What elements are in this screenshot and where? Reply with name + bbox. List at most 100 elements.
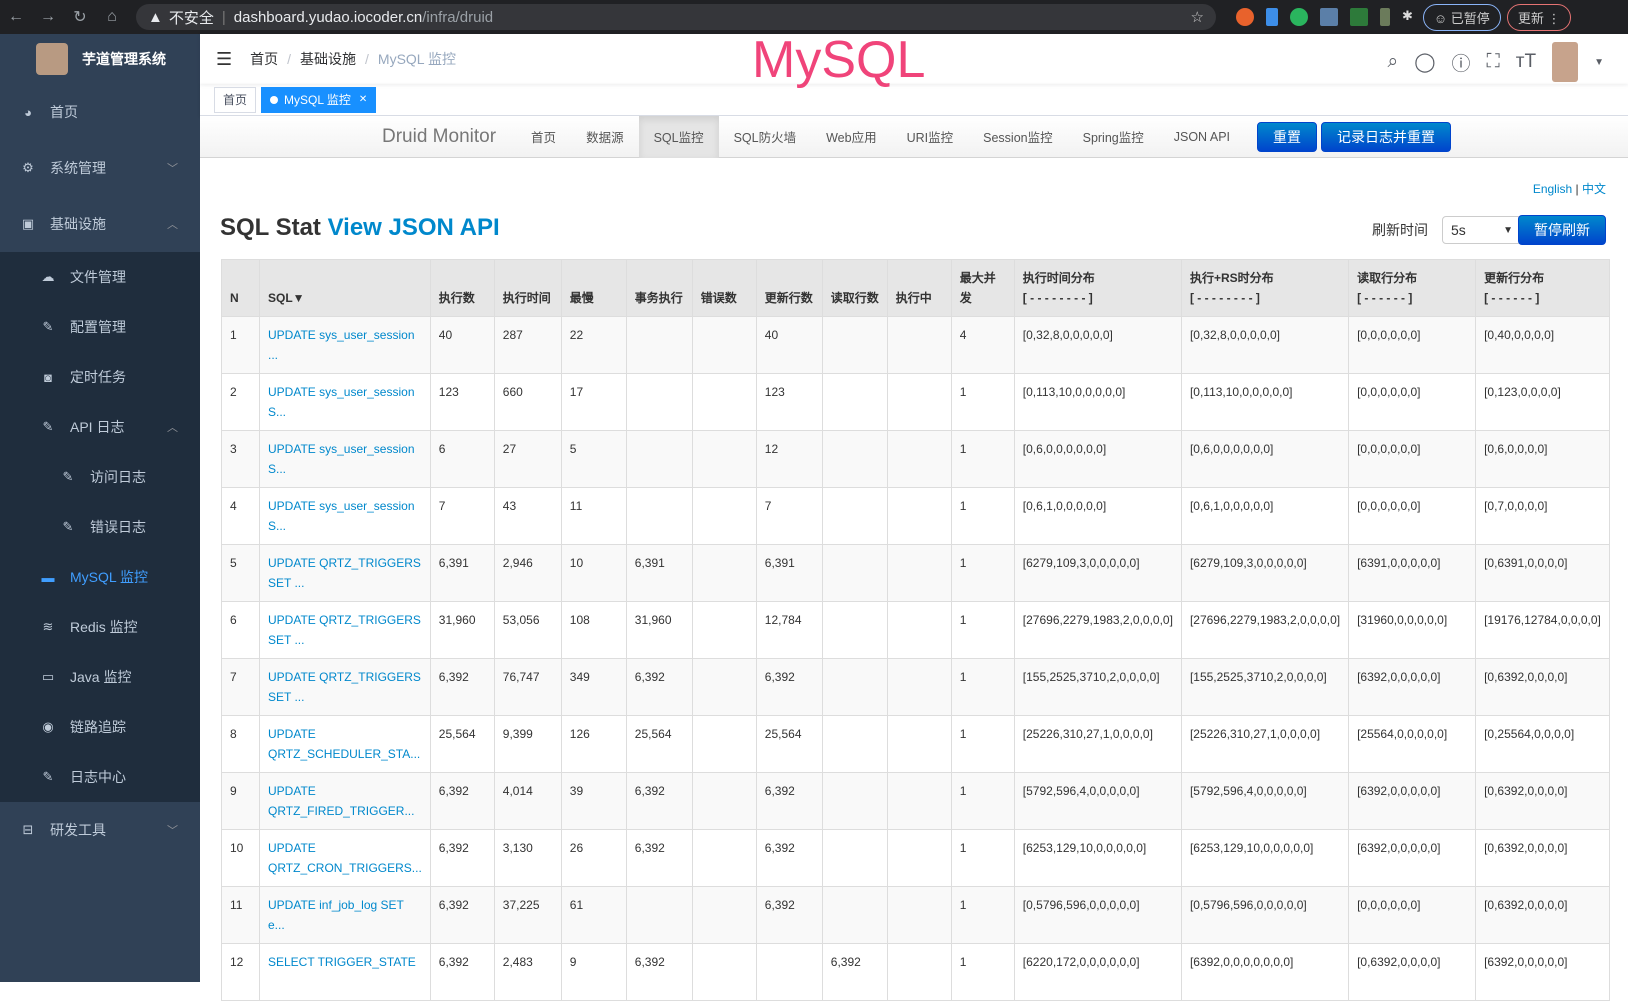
table-cell	[691, 487, 757, 545]
sidebar-item-trace[interactable]: ◉ 链路追踪	[0, 702, 200, 752]
sql-link[interactable]: UPDATE QRTZ_TRIGGERS SET ...	[268, 556, 421, 590]
extension-icon[interactable]	[1266, 8, 1278, 26]
sql-link[interactable]: SELECT TRIGGER_STATE	[268, 955, 416, 969]
sql-link[interactable]: UPDATE QRTZ_CRON_TRIGGERS...	[268, 841, 422, 875]
sidebar-item-label: 配置管理	[70, 319, 126, 335]
sidebar-item-api-log[interactable]: ✎ API 日志 ︿	[0, 402, 200, 452]
sidebar-item-error-log[interactable]: ✎ 错误日志	[0, 502, 200, 552]
column-header: 执行数	[429, 259, 495, 317]
bookmark-star-icon[interactable]: ☆	[1190, 9, 1204, 26]
table-cell: [6279,109,3,0,0,0,0,0]	[1013, 544, 1182, 602]
sidebar-item-mysql[interactable]: ▬ MySQL 监控	[0, 552, 200, 602]
close-icon[interactable]: ✕	[358, 94, 368, 105]
cell-value: 1	[959, 955, 967, 969]
sidebar-item-access-log[interactable]: ✎ 访问日志	[0, 452, 200, 502]
sidebar-logo[interactable]: 芋道管理系统	[0, 34, 200, 84]
hamburger-icon[interactable]: ☰	[216, 48, 233, 69]
table-cell: [0,5796,596,0,0,0,0,0]	[1180, 886, 1349, 944]
extension-icon[interactable]	[1380, 8, 1390, 26]
sql-link[interactable]: UPDATE inf_job_log SET e...	[268, 898, 404, 932]
sidebar-item-system[interactable]: ⚙ 系统管理 ﹀	[0, 140, 200, 196]
druid-nav-wall[interactable]: SQL防火墙	[733, 131, 797, 145]
table-cell: 2	[221, 373, 260, 431]
reload-icon[interactable]: ↻	[73, 9, 87, 26]
cell-value: 6,392	[438, 898, 469, 912]
sidebar-item-config[interactable]: ✎ 配置管理	[0, 302, 200, 352]
search-icon[interactable]: ⌕	[1387, 51, 1399, 72]
pause-refresh-button[interactable]: 暂停刷新	[1518, 215, 1606, 245]
view-json-api-link[interactable]: View JSON API	[327, 214, 500, 241]
caret-down-icon[interactable]: ▼	[1594, 56, 1604, 68]
sidebar-item-log-center[interactable]: ✎ 日志中心	[0, 752, 200, 802]
chevron-down-icon: ﹀	[167, 163, 178, 175]
druid-nav-spring[interactable]: Spring监控	[1082, 131, 1144, 145]
table-cell: 10	[560, 544, 627, 602]
table-cell: UPDATE sys_user_session S...	[259, 487, 431, 545]
table-cell: 8	[221, 715, 260, 773]
sidebar-item-file[interactable]: ☁ 文件管理	[0, 252, 200, 302]
sql-link[interactable]: UPDATE QRTZ_TRIGGERS SET ...	[268, 613, 421, 647]
avatar[interactable]	[1552, 42, 1579, 82]
lang-english-link[interactable]: English	[1532, 182, 1573, 196]
reset-button[interactable]: 重置	[1257, 121, 1318, 152]
font-size-icon[interactable]: тT	[1515, 51, 1537, 72]
log-and-reset-button[interactable]: 记录日志并重置	[1321, 121, 1452, 152]
druid-nav-datasource[interactable]: 数据源	[586, 131, 624, 145]
sidebar-item-java[interactable]: ▭ Java 监控	[0, 652, 200, 702]
sql-link[interactable]: UPDATE QRTZ_FIRED_TRIGGER...	[268, 784, 415, 818]
cell-value: [0,6392,0,0,0,0]	[1484, 670, 1568, 684]
cell-value: [25226,310,27,1,0,0,0,0]	[1189, 727, 1321, 741]
tag-home[interactable]: 首页	[214, 86, 257, 113]
druid-nav-web[interactable]: Web应用	[826, 131, 877, 145]
druid-brand[interactable]: Druid Monitor	[382, 125, 497, 147]
druid-nav-sql[interactable]: SQL监控	[638, 115, 719, 158]
forward-icon[interactable]: →	[40, 8, 56, 25]
cell-value: 6,392	[438, 955, 469, 969]
cell-value: 8	[230, 727, 237, 741]
column-header-label: 更新行数	[764, 291, 813, 305]
back-icon[interactable]: ←	[8, 8, 24, 25]
page-title-text: SQL Stat	[220, 214, 321, 241]
cell-value: 9,399	[502, 727, 533, 741]
help-icon[interactable]: ⓘ	[1451, 53, 1471, 75]
browser-toolbar: ← → ↻ ⌂ ▲ 不安全 | dashboard.yudao.iocoder.…	[0, 0, 1628, 34]
profile-button[interactable]: ☺ 已暂停	[1422, 3, 1501, 31]
druid-nav-json-api[interactable]: JSON API	[1173, 129, 1231, 144]
table-cell	[821, 715, 888, 773]
fullscreen-icon[interactable]: ⛶	[1486, 51, 1500, 72]
extension-icon[interactable]	[1290, 8, 1308, 26]
druid-nav-uri[interactable]: URI监控	[906, 131, 954, 145]
sql-link[interactable]: UPDATE sys_user_session S...	[268, 442, 415, 476]
druid-nav-home[interactable]: 首页	[531, 131, 557, 145]
tag-mysql[interactable]: MySQL 监控 ✕	[261, 86, 377, 113]
sidebar-item-infra[interactable]: ▣ 基础设施 ︿	[0, 196, 200, 252]
sidebar-item-job[interactable]: ◙ 定时任务	[0, 352, 200, 402]
sql-link[interactable]: UPDATE sys_user_session ...	[268, 328, 415, 362]
sidebar-item-devtools[interactable]: ⊟ 研发工具 ﹀	[0, 802, 200, 858]
home-icon[interactable]: ⌂	[107, 8, 117, 25]
column-header[interactable]: SQL▼	[259, 259, 431, 317]
cell-value: 1	[959, 841, 967, 855]
sql-link[interactable]: UPDATE sys_user_session S...	[268, 499, 415, 533]
sidebar-item-home[interactable]: ◕ 首页	[0, 84, 200, 140]
sql-link[interactable]: UPDATE QRTZ_SCHEDULER_STA...	[268, 727, 421, 761]
sql-link[interactable]: UPDATE sys_user_session S...	[268, 385, 415, 419]
breadcrumb-item[interactable]: 首页	[250, 51, 279, 67]
address-bar[interactable]: ▲ 不安全 | dashboard.yudao.iocoder.cn/infra…	[136, 4, 1216, 30]
lang-chinese-link[interactable]: 中文	[1581, 182, 1606, 196]
table-cell: 6	[221, 601, 260, 659]
sidebar-item-redis[interactable]: ≋ Redis 监控	[0, 602, 200, 652]
extension-icon[interactable]	[1236, 8, 1254, 26]
extension-icon[interactable]	[1350, 8, 1368, 26]
table-cell	[886, 430, 952, 488]
github-icon[interactable]: ◯	[1414, 51, 1436, 73]
sql-link[interactable]: UPDATE QRTZ_TRIGGERS SET ...	[268, 670, 421, 704]
druid-nav-session[interactable]: Session监控	[983, 131, 1053, 145]
extension-icon[interactable]	[1320, 8, 1338, 26]
refresh-interval-select[interactable]: 5s ▼	[1442, 216, 1522, 244]
table-cell: [27696,2279,1983,2,0,0,0,0]	[1013, 601, 1182, 659]
update-button[interactable]: 更新 ⋮	[1506, 3, 1572, 31]
puzzle-icon[interactable]: ✱	[1402, 8, 1413, 23]
cell-value: 53,056	[502, 613, 540, 627]
breadcrumb-item[interactable]: 基础设施	[300, 51, 357, 67]
